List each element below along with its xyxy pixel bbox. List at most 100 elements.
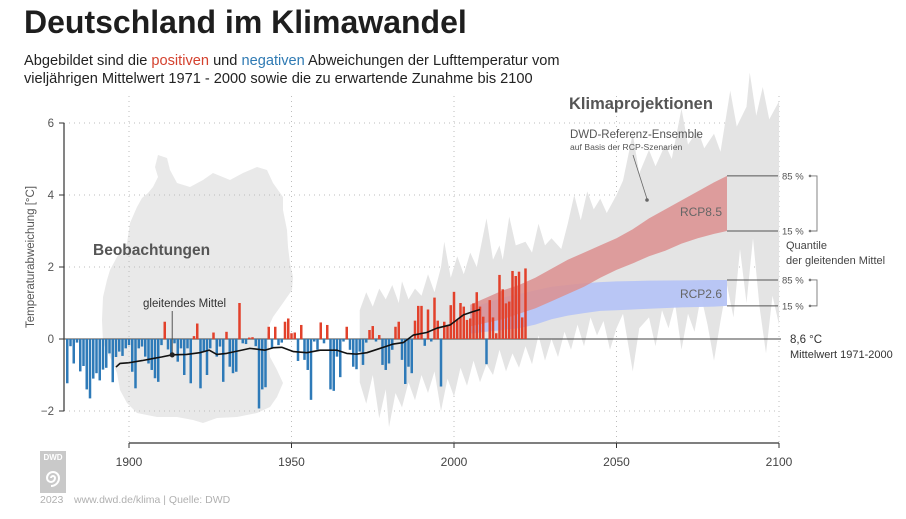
bar-2005 bbox=[469, 318, 472, 339]
bar-2014 bbox=[498, 274, 501, 339]
bar-1958 bbox=[316, 339, 319, 350]
quantile-bracket-rcp26 bbox=[810, 279, 818, 307]
bar-2003 bbox=[462, 306, 465, 339]
footer-year: 2023 bbox=[40, 494, 64, 506]
logo-text: DWD bbox=[43, 453, 62, 462]
x-tick-label: 1950 bbox=[278, 455, 305, 469]
bar-1897 bbox=[118, 339, 121, 352]
bar-1973 bbox=[365, 339, 368, 343]
bar-2006 bbox=[472, 303, 475, 339]
y-tick-label: 4 bbox=[48, 190, 55, 202]
bar-1924 bbox=[205, 339, 209, 375]
bar-1940 bbox=[257, 339, 261, 409]
y-tick-label: −2 bbox=[41, 406, 54, 418]
bar-1959 bbox=[319, 322, 322, 339]
bar-1896 bbox=[114, 339, 118, 357]
dwd-logo: DWD bbox=[40, 451, 66, 493]
bar-1983 bbox=[397, 321, 400, 339]
quantile-caption-line2: der gleitenden Mittel bbox=[786, 255, 885, 267]
bar-1966 bbox=[342, 339, 345, 342]
moving-average-label: gleitendes Mittel bbox=[143, 298, 226, 310]
bar-1932 bbox=[231, 339, 235, 374]
bar-2011 bbox=[488, 300, 491, 339]
subtitle: Abgebildet sind die positiven und negati… bbox=[24, 52, 560, 88]
bar-2018 bbox=[511, 270, 514, 339]
page-title: Deutschland im Klimawandel bbox=[24, 4, 467, 40]
bar-1901 bbox=[131, 339, 134, 372]
bar-1971 bbox=[358, 339, 361, 352]
bar-1956 bbox=[309, 339, 313, 400]
bar-1919 bbox=[189, 339, 192, 384]
bar-1890 bbox=[95, 339, 98, 374]
y-tick-label: 2 bbox=[48, 262, 54, 274]
moving-average-layer bbox=[115, 308, 481, 368]
bar-1961 bbox=[326, 324, 329, 339]
bar-1934 bbox=[238, 303, 241, 339]
bar-1997 bbox=[443, 321, 446, 339]
bar-1912 bbox=[166, 339, 170, 350]
bar-1949 bbox=[287, 318, 290, 339]
bar-1950 bbox=[290, 333, 293, 339]
bar-1969 bbox=[352, 339, 355, 367]
subtitle-suffix: Abweichungen der Lufttemperatur vom bbox=[308, 53, 560, 69]
bar-1974 bbox=[368, 330, 371, 339]
bar-1944 bbox=[270, 339, 274, 349]
bar-1891 bbox=[98, 339, 101, 381]
bar-2004 bbox=[465, 319, 469, 339]
bar-1942 bbox=[264, 339, 267, 388]
bar-2009 bbox=[482, 316, 485, 339]
ensemble-leader-dot bbox=[645, 198, 649, 202]
quantile-label-15-rcp85: 15 % bbox=[782, 227, 804, 238]
bar-1988 bbox=[413, 320, 417, 339]
bar-1923 bbox=[202, 339, 205, 352]
bar-1954 bbox=[303, 339, 306, 360]
bar-1926 bbox=[212, 332, 215, 339]
bar-1906 bbox=[147, 339, 150, 364]
bar-1985 bbox=[404, 339, 407, 384]
bar-1898 bbox=[121, 339, 124, 356]
bar-1899 bbox=[124, 339, 127, 349]
bar-2010 bbox=[485, 339, 488, 365]
ensemble-layer bbox=[359, 72, 779, 428]
bar-1957 bbox=[313, 339, 316, 342]
bar-1937 bbox=[248, 337, 251, 339]
bar-1921 bbox=[196, 323, 199, 339]
bar-1963 bbox=[332, 339, 335, 391]
footer-source: www.dwd.de/klima | Quelle: DWD bbox=[73, 494, 231, 506]
bar-1930 bbox=[225, 331, 228, 339]
bar-1889 bbox=[92, 339, 95, 379]
bar-1936 bbox=[244, 339, 248, 345]
bar-1955 bbox=[306, 339, 309, 370]
bar-2012 bbox=[491, 317, 495, 339]
bar-1987 bbox=[410, 339, 413, 374]
bar-2007 bbox=[475, 292, 478, 339]
bar-1947 bbox=[280, 339, 283, 343]
bar-1913 bbox=[170, 339, 173, 355]
ensemble-sublabel: auf Basis der RCP-Szenarien bbox=[570, 142, 682, 152]
quantile-label-15-rcp26: 15 % bbox=[782, 301, 804, 312]
bar-1900 bbox=[127, 339, 131, 346]
y-axis-label: Temperaturabweichung [°C] bbox=[25, 186, 37, 328]
bar-1929 bbox=[222, 339, 225, 382]
moving-average-line bbox=[115, 308, 481, 368]
bar-1935 bbox=[241, 339, 244, 344]
bar-2022 bbox=[524, 268, 527, 339]
bar-1964 bbox=[335, 339, 339, 357]
bar-1960 bbox=[322, 339, 326, 344]
bar-1928 bbox=[218, 339, 222, 347]
scenario-band-rcp85 bbox=[470, 175, 727, 327]
bar-1909 bbox=[157, 339, 160, 382]
bar-1995 bbox=[436, 320, 439, 339]
bar-1884 bbox=[75, 339, 79, 343]
bar-2001 bbox=[456, 319, 459, 339]
bar-2015 bbox=[501, 289, 504, 339]
bar-1916 bbox=[179, 339, 183, 349]
bar-1885 bbox=[79, 339, 82, 372]
bar-1948 bbox=[283, 321, 287, 339]
bar-1905 bbox=[144, 339, 147, 357]
projections-heading: Klimaprojektionen bbox=[569, 95, 713, 113]
bar-1903 bbox=[137, 339, 140, 349]
x-tick-label: 2050 bbox=[603, 455, 630, 469]
bar-1911 bbox=[163, 321, 166, 339]
quantile-label-85-rcp85: 85 % bbox=[782, 171, 804, 182]
